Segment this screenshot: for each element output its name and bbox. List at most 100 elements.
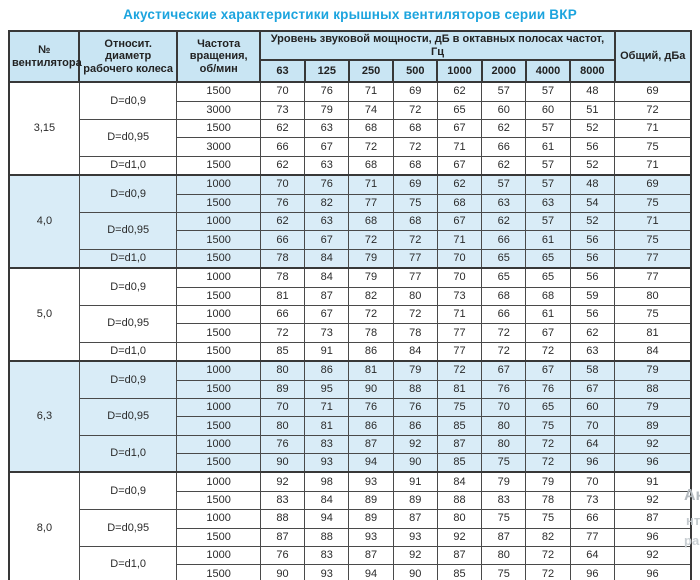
- level-cell-2000hz: 66: [481, 304, 527, 325]
- level-cell-1000hz: 67: [436, 119, 483, 139]
- data-row: D=d0,95 1000 88 94 89 87 80 75 75 66 87: [9, 509, 692, 548]
- rpm-cell: 1000: [176, 471, 261, 492]
- rpm-cell: 1500: [176, 453, 261, 473]
- diameter-cell: D=d0,9: [78, 360, 178, 399]
- level-cell-63hz: 76: [259, 193, 306, 214]
- rpm-cell: 1500: [176, 490, 261, 511]
- header-frequency-125: 125: [303, 59, 350, 84]
- level-cell-125hz: 67: [304, 304, 350, 325]
- level-cell-8000hz: 58: [569, 360, 616, 381]
- level-cell-500hz: 79: [392, 360, 438, 381]
- level-cell-250hz: 89: [348, 490, 394, 511]
- total-dba-cell: 80: [614, 286, 692, 306]
- total-dba-cell: 96: [614, 527, 692, 548]
- level-cell-500hz: 80: [392, 286, 438, 306]
- level-cell-4000hz: 72: [525, 434, 571, 455]
- diameter-cell: D=d0,95: [78, 509, 178, 548]
- level-cell-8000hz: 70: [569, 471, 616, 492]
- level-cell-1000hz: 84: [436, 471, 483, 492]
- level-cell-250hz: 72: [348, 137, 394, 157]
- level-cell-125hz: 94: [304, 509, 350, 529]
- level-cell-500hz: 69: [392, 174, 438, 195]
- header-frequency-8000: 8000: [569, 59, 616, 84]
- level-cell-2000hz: 76: [481, 379, 527, 399]
- level-cell-500hz: 75: [392, 193, 438, 214]
- level-cell-63hz: 62: [259, 155, 306, 176]
- header-fan-number: № вентилятора: [7, 29, 82, 84]
- level-cell-2000hz: 80: [481, 434, 527, 455]
- total-dba-cell: 96: [614, 564, 692, 580]
- level-cell-2000hz: 75: [481, 509, 527, 529]
- rpm-cell: 1500: [176, 379, 261, 399]
- level-cell-8000hz: 56: [569, 304, 616, 325]
- data-row: D=d1,0 1500 62 63 68 68 67 62 57 52 71: [9, 155, 692, 176]
- level-cell-4000hz: 75: [525, 509, 571, 529]
- level-cell-63hz: 66: [259, 137, 306, 157]
- data-row: 1500 87 88 93 93 92 87 82 77 96: [9, 527, 692, 548]
- level-cell-8000hz: 63: [569, 341, 616, 362]
- level-cell-125hz: 71: [304, 397, 350, 418]
- level-cell-4000hz: 67: [525, 323, 571, 343]
- rpm-cell: 1500: [176, 564, 261, 580]
- diameter-cell: D=d0,9: [78, 267, 178, 306]
- level-cell-4000hz: 72: [525, 546, 571, 566]
- rpm-cell: 3000: [176, 100, 261, 121]
- level-cell-2000hz: 72: [481, 341, 527, 362]
- data-row: D=d0,95 1000 66 67 72 72 71 66 61 56 75: [9, 304, 692, 343]
- data-row: D=d0,95 1500 62 63 68 68 67 62 57 52 71: [9, 119, 692, 157]
- level-cell-63hz: 76: [259, 434, 306, 455]
- total-dba-cell: 92: [614, 546, 692, 566]
- level-cell-125hz: 76: [304, 81, 350, 102]
- data-row: 6,3 D=d0,9 1000 80 86 81 79 72 67 67 58 79: [8, 360, 692, 473]
- total-dba-cell: 79: [614, 360, 692, 381]
- total-dba-cell: 79: [614, 397, 692, 418]
- data-row: 1500 66 67 72 72 71 66 61 56 75: [9, 230, 692, 250]
- level-cell-1000hz: 71: [436, 304, 483, 325]
- level-cell-250hz: 93: [348, 527, 394, 548]
- level-cell-500hz: 84: [392, 341, 438, 362]
- level-cell-8000hz: 62: [569, 323, 616, 343]
- level-cell-8000hz: 73: [569, 490, 616, 511]
- level-cell-4000hz: 79: [525, 471, 571, 492]
- level-cell-8000hz: 48: [569, 174, 616, 195]
- data-row: D=d0,95 1000 70 71 76 76 75 70 65 60 79: [9, 397, 692, 436]
- level-cell-500hz: 72: [392, 100, 438, 121]
- level-cell-250hz: 86: [348, 341, 394, 362]
- header-total-dba: Общий, дБа: [613, 29, 692, 84]
- level-cell-1000hz: 71: [436, 137, 483, 157]
- data-row: 1500 72 73 78 78 77 72 67 62 81: [9, 323, 692, 343]
- level-cell-2000hz: 65: [481, 267, 527, 288]
- total-dba-cell: 75: [614, 304, 692, 325]
- level-cell-63hz: 80: [259, 416, 306, 436]
- level-cell-63hz: 62: [259, 212, 306, 232]
- level-cell-8000hz: 60: [569, 397, 616, 418]
- data-row: 1500 90 93 94 90 85 75 72 96 96: [9, 564, 692, 580]
- total-dba-cell: 69: [614, 174, 692, 195]
- level-cell-250hz: 79: [348, 267, 394, 288]
- level-cell-1000hz: 75: [436, 397, 483, 418]
- level-cell-1000hz: 73: [436, 286, 483, 306]
- header-row-frequencies: 63 125 250 500 1000 2000 4000 8000: [9, 59, 691, 84]
- level-cell-2000hz: 62: [481, 212, 527, 232]
- level-cell-125hz: 67: [304, 137, 350, 157]
- level-cell-250hz: 87: [348, 546, 394, 566]
- level-cell-1000hz: 62: [436, 174, 483, 195]
- level-cell-1000hz: 85: [436, 416, 483, 436]
- level-cell-125hz: 98: [304, 471, 350, 492]
- level-cell-63hz: 70: [259, 81, 306, 102]
- rpm-cell: 1500: [176, 230, 261, 250]
- level-cell-250hz: 68: [348, 212, 394, 232]
- level-cell-125hz: 83: [304, 434, 350, 455]
- level-cell-125hz: 83: [304, 546, 350, 566]
- rpm-cell: 1000: [176, 546, 261, 566]
- level-cell-250hz: 93: [348, 471, 394, 492]
- level-cell-1000hz: 87: [436, 434, 483, 455]
- diameter-cell: D=d0,95: [78, 212, 178, 250]
- data-row: 3000 73 79 74 72 65 60 60 51 72: [9, 100, 692, 121]
- table-header: № вентилятора Относит. диаметр рабочего …: [7, 29, 692, 84]
- level-cell-63hz: 83: [259, 490, 306, 511]
- level-cell-8000hz: 96: [569, 564, 616, 580]
- header-frequency-4000: 4000: [524, 59, 572, 84]
- level-cell-8000hz: 64: [569, 546, 616, 566]
